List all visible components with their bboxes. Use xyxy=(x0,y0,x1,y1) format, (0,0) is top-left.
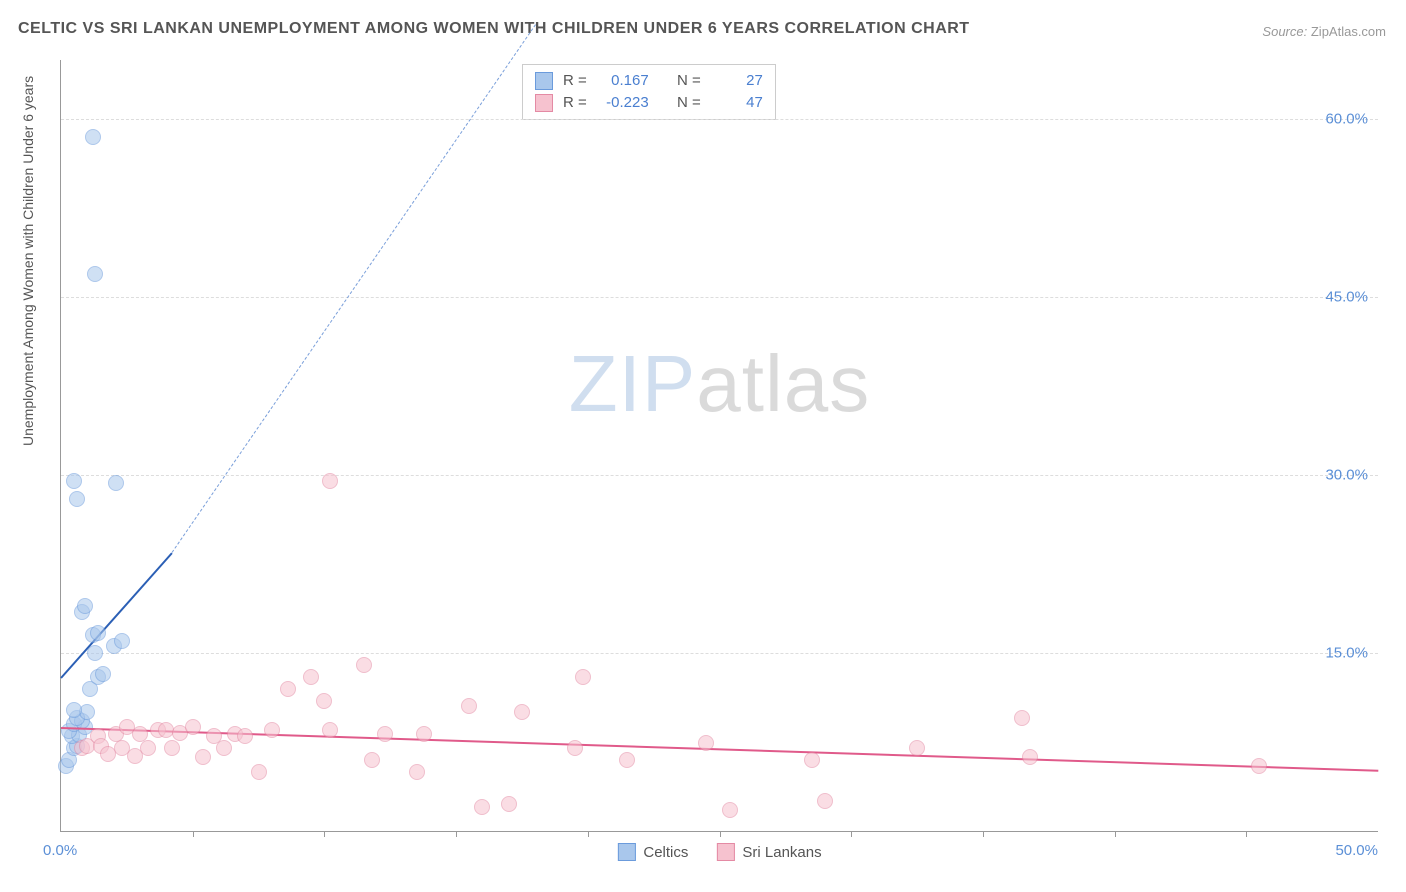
data-point xyxy=(216,740,232,756)
legend-stats-row-celtics: R = 0.167 N = 27 xyxy=(535,70,763,92)
chart-title: CELTIC VS SRI LANKAN UNEMPLOYMENT AMONG … xyxy=(18,20,970,38)
r-value-srilankans: -0.223 xyxy=(597,92,649,114)
data-point xyxy=(303,669,319,685)
data-point xyxy=(280,681,296,697)
legend-item-celtics: Celtics xyxy=(617,843,688,861)
data-point xyxy=(90,625,106,641)
data-point xyxy=(316,693,332,709)
y-axis-label: Unemployment Among Women with Children U… xyxy=(20,76,36,446)
data-point xyxy=(909,740,925,756)
data-point xyxy=(409,764,425,780)
data-point xyxy=(66,473,82,489)
data-point xyxy=(95,666,111,682)
legend-item-srilankans: Sri Lankans xyxy=(716,843,821,861)
data-point xyxy=(377,726,393,742)
y-tick-label: 15.0% xyxy=(1325,645,1368,662)
legend-label-srilankans: Sri Lankans xyxy=(742,844,821,861)
legend-stats-box: R = 0.167 N = 27 R = -0.223 N = 47 xyxy=(522,64,776,120)
source-label: Source: xyxy=(1262,24,1307,39)
r-label: R = xyxy=(563,70,587,92)
watermark: ZIPatlas xyxy=(569,338,870,430)
x-tick xyxy=(851,831,852,837)
source-value: ZipAtlas.com xyxy=(1311,24,1386,39)
data-point xyxy=(185,719,201,735)
data-point xyxy=(237,728,253,744)
trend-line xyxy=(171,25,535,553)
watermark-part2: atlas xyxy=(696,339,870,428)
data-point xyxy=(804,752,820,768)
data-point xyxy=(85,129,101,145)
legend-swatch-srilankans xyxy=(535,94,553,112)
data-point xyxy=(322,473,338,489)
legend-label-celtics: Celtics xyxy=(643,844,688,861)
x-tick xyxy=(1115,831,1116,837)
x-axis-max-label: 50.0% xyxy=(1335,842,1378,859)
n-value-srilankans: 47 xyxy=(711,92,763,114)
data-point xyxy=(87,645,103,661)
data-point xyxy=(817,793,833,809)
data-point xyxy=(77,598,93,614)
gridline xyxy=(61,475,1378,476)
data-point xyxy=(474,799,490,815)
data-point xyxy=(69,491,85,507)
r-value-celtics: 0.167 xyxy=(597,70,649,92)
data-point xyxy=(140,740,156,756)
x-tick xyxy=(456,831,457,837)
data-point xyxy=(619,752,635,768)
gridline xyxy=(61,653,1378,654)
watermark-part1: ZIP xyxy=(569,339,696,428)
data-point xyxy=(501,796,517,812)
n-label: N = xyxy=(677,70,701,92)
x-tick xyxy=(588,831,589,837)
data-point xyxy=(575,669,591,685)
x-axis-min-label: 0.0% xyxy=(43,842,77,859)
n-value-celtics: 27 xyxy=(711,70,763,92)
data-point xyxy=(567,740,583,756)
plot-area: ZIPatlas R = 0.167 N = 27 R = -0.223 N =… xyxy=(60,60,1378,832)
y-tick-label: 60.0% xyxy=(1325,111,1368,128)
data-point xyxy=(66,702,82,718)
n-label: N = xyxy=(677,92,701,114)
data-point xyxy=(264,722,280,738)
data-point xyxy=(108,475,124,491)
x-tick xyxy=(324,831,325,837)
y-tick-label: 45.0% xyxy=(1325,289,1368,306)
data-point xyxy=(722,802,738,818)
data-point xyxy=(322,722,338,738)
x-tick xyxy=(983,831,984,837)
legend-stats-row-srilankans: R = -0.223 N = 47 xyxy=(535,92,763,114)
data-point xyxy=(461,698,477,714)
x-tick xyxy=(1246,831,1247,837)
data-point xyxy=(698,735,714,751)
y-tick-label: 30.0% xyxy=(1325,467,1368,484)
data-point xyxy=(164,740,180,756)
gridline xyxy=(61,297,1378,298)
data-point xyxy=(1022,749,1038,765)
data-point xyxy=(87,266,103,282)
data-point xyxy=(416,726,432,742)
data-point xyxy=(356,657,372,673)
legend-bottom: Celtics Sri Lankans xyxy=(617,843,821,861)
x-tick xyxy=(720,831,721,837)
x-tick xyxy=(193,831,194,837)
data-point xyxy=(364,752,380,768)
r-label: R = xyxy=(563,92,587,114)
data-point xyxy=(1251,758,1267,774)
gridline xyxy=(61,119,1378,120)
data-point xyxy=(114,633,130,649)
data-point xyxy=(1014,710,1030,726)
legend-swatch-celtics xyxy=(535,72,553,90)
data-point xyxy=(251,764,267,780)
data-point xyxy=(514,704,530,720)
legend-swatch-celtics xyxy=(617,843,635,861)
source-attribution: Source: ZipAtlas.com xyxy=(1262,24,1386,39)
data-point xyxy=(195,749,211,765)
legend-swatch-srilankans xyxy=(716,843,734,861)
